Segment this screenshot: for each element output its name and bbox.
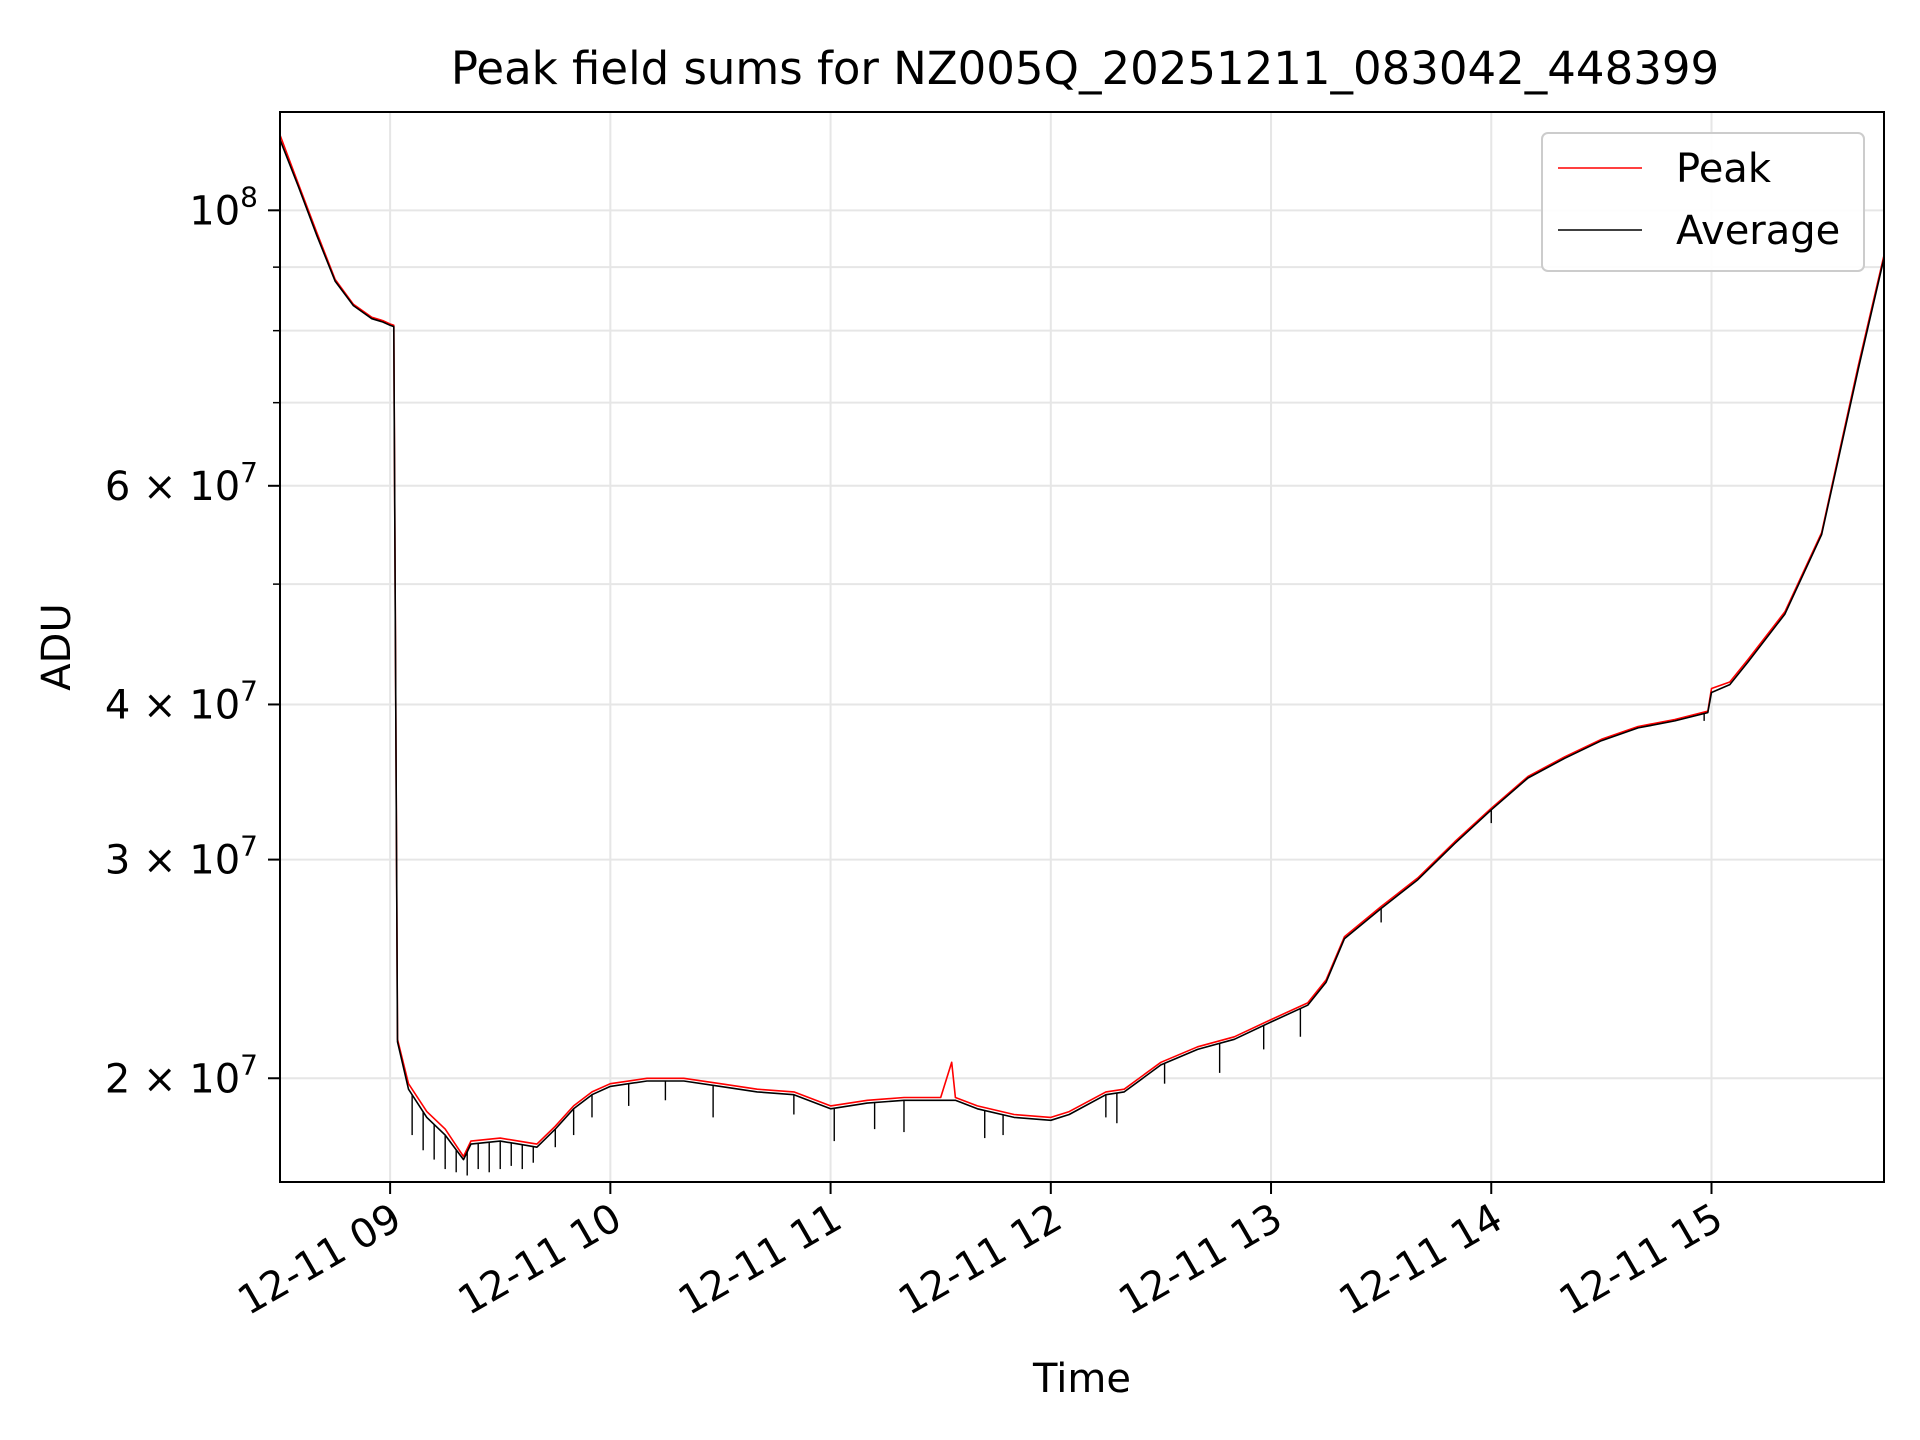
x-axis-label: Time (1032, 1356, 1131, 1402)
y-tick-exponent: 7 (240, 674, 258, 707)
x-tick-label: 12-11 10 (451, 1195, 630, 1325)
legend: Peak Average (1541, 132, 1865, 272)
x-tick-label: 12-11 13 (1111, 1195, 1290, 1325)
chart-title: Peak field sums for NZ005Q_20251211_0830… (450, 42, 1720, 95)
y-axis-label: ADU (34, 603, 80, 690)
plot-series (279, 134, 1885, 1176)
y-axis: 2 × 107 3 × 107 4 × 107 6 × 107 108 (105, 180, 280, 1102)
y-tick-label: 3 × 107 (105, 830, 258, 884)
x-tick-label: 12-11 09 (230, 1195, 409, 1325)
y-tick-exponent: 7 (240, 456, 258, 489)
x-tick-label: 12-11 12 (891, 1195, 1070, 1325)
grid-lines (280, 112, 1884, 1182)
y-tick-label: 4 × 107 (105, 674, 258, 728)
legend-label-average: Average (1676, 208, 1840, 254)
x-tick-label: 12-11 15 (1552, 1195, 1731, 1325)
y-tick-exponent: 7 (240, 1048, 258, 1081)
x-tick-label: 12-11 14 (1332, 1195, 1511, 1325)
y-tick-label: 2 × 107 (105, 1048, 258, 1102)
x-tick-label: 12-11 11 (671, 1195, 850, 1325)
y-tick-label: 6 × 107 (105, 456, 258, 510)
x-axis: 12-11 09 12-11 10 12-11 11 12-11 12 12-11 13… (230, 1182, 1730, 1325)
series-line-average (279, 139, 1885, 1161)
series-line-peak (279, 134, 1885, 1158)
y-tick-exponent: 8 (240, 180, 258, 213)
y-tick-exponent: 7 (240, 830, 258, 863)
plot-frame (279, 111, 1885, 1183)
y-tick-label: 108 (189, 180, 258, 234)
legend-label-peak: Peak (1676, 146, 1772, 192)
